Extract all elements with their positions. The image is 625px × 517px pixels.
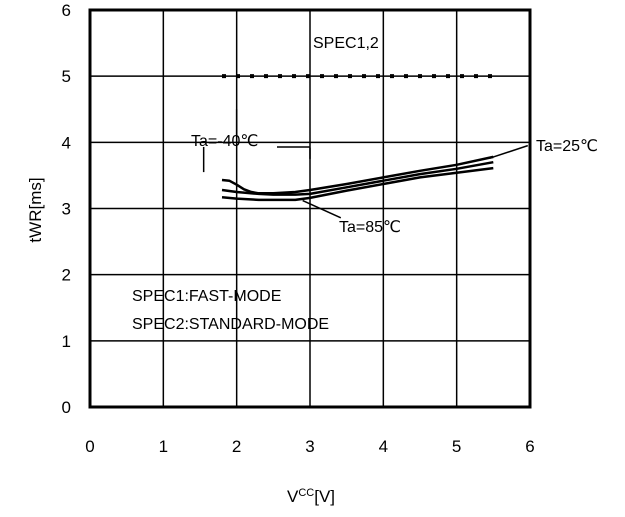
x-tick-label-6: 6 — [525, 437, 534, 456]
series-label-ta25: Ta=25℃ — [536, 138, 598, 155]
y-tick-label-4: 4 — [62, 133, 71, 152]
x-tick-label-5: 5 — [452, 437, 461, 456]
x-tick-label-2: 2 — [232, 437, 241, 456]
x-axis-title-main: V — [287, 487, 299, 506]
series-group — [221, 155, 494, 202]
annotation-fast-mode: SPEC1:FAST-MODE — [132, 288, 281, 305]
plot-frame — [88, 8, 532, 409]
y-tick-label-5: 5 — [62, 67, 71, 86]
y-tick-label-2: 2 — [62, 266, 71, 285]
x-tick-label-1: 1 — [159, 437, 168, 456]
x-tick-label-3: 3 — [305, 437, 314, 456]
annotation-leaders — [202, 109, 529, 219]
series-line-0 — [221, 155, 494, 195]
spec-label: SPEC1,2 — [313, 35, 379, 52]
x-axis-title-unit: [V] — [314, 487, 335, 506]
y-axis-title: tWR[ms] — [26, 177, 45, 242]
x-axis-title-sup: CC — [298, 487, 314, 499]
series-label-ta-40: Ta=-40℃ — [191, 133, 258, 150]
grid — [90, 10, 530, 407]
series-line-1 — [221, 160, 494, 196]
y-tick-label-0: 0 — [62, 398, 71, 417]
tick-labels: 0 1 2 3 4 5 6 0 1 2 3 4 5 6 — [62, 1, 535, 456]
y-tick-label-1: 1 — [62, 332, 71, 351]
leader-ta25 — [489, 144, 529, 159]
leader-ta85 — [302, 199, 342, 219]
series-label-ta85: Ta=85℃ — [339, 219, 401, 236]
annotation-standard-mode: SPEC2:STANDARD-MODE — [132, 316, 329, 333]
series-line-2 — [221, 166, 494, 202]
y-tick-label-6: 6 — [62, 1, 71, 20]
x-axis-title: VCC[V] — [287, 487, 335, 506]
y-tick-label-3: 3 — [62, 200, 71, 219]
x-tick-label-4: 4 — [379, 437, 388, 456]
x-tick-label-0: 0 — [85, 437, 94, 456]
